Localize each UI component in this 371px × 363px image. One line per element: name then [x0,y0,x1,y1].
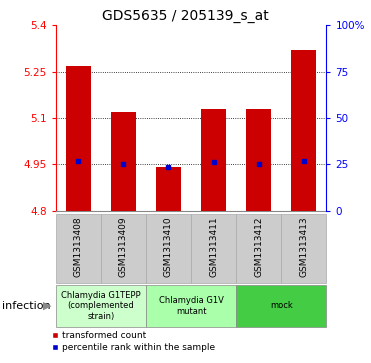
Text: GSM1313413: GSM1313413 [299,216,308,277]
Legend: transformed count, percentile rank within the sample: transformed count, percentile rank withi… [53,331,215,352]
Bar [146,214,191,283]
Bar [156,167,181,211]
Bar [66,66,91,211]
Text: GDS5635 / 205139_s_at: GDS5635 / 205139_s_at [102,9,269,23]
Bar [201,109,226,211]
Bar [292,50,316,211]
Bar [281,214,326,283]
Bar [146,285,236,327]
Text: GSM1313410: GSM1313410 [164,216,173,277]
Bar [236,285,326,327]
Text: mock: mock [270,301,293,310]
Bar [191,214,236,283]
Text: GSM1313412: GSM1313412 [254,216,263,277]
Bar [56,214,101,283]
Text: Chlamydia G1V
mutant: Chlamydia G1V mutant [159,296,223,315]
Bar [56,285,146,327]
Text: Chlamydia G1TEPP
(complemented
strain): Chlamydia G1TEPP (complemented strain) [61,291,141,321]
Bar [111,112,136,211]
Bar [101,214,146,283]
Text: GSM1313409: GSM1313409 [119,216,128,277]
Text: GSM1313408: GSM1313408 [74,216,83,277]
Text: GSM1313411: GSM1313411 [209,216,218,277]
Bar [236,214,281,283]
Bar [246,109,271,211]
Text: infection: infection [2,301,50,311]
Text: ▶: ▶ [43,301,52,311]
